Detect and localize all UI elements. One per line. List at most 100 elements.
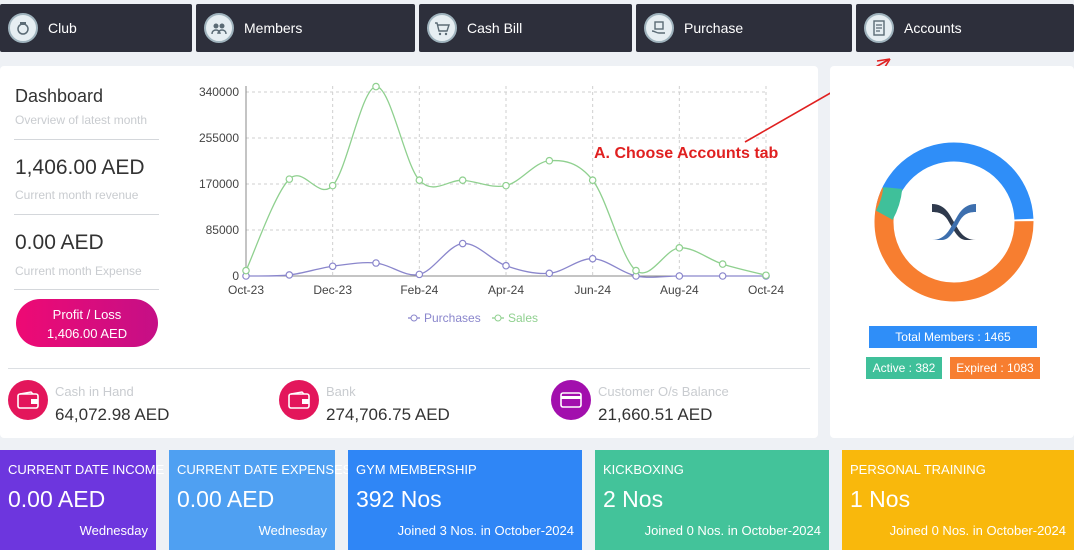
data-point	[458, 239, 467, 248]
stat-customer-balance: Customer O/s Balance 21,660.51 AED	[551, 380, 811, 424]
data-point	[545, 269, 554, 278]
donut-arc-active	[875, 186, 903, 220]
nav-label: Accounts	[904, 20, 962, 36]
card-value: 0.00 AED	[8, 486, 106, 512]
purchase-icon	[644, 13, 674, 43]
stat-label: Cash in Hand	[55, 384, 134, 399]
nav-label: Club	[48, 20, 77, 36]
x-tick-label: Dec-23	[313, 283, 352, 297]
data-point	[415, 270, 424, 279]
expense-label: Current month Expense	[15, 264, 142, 278]
legend-label: Purchases	[424, 311, 481, 325]
data-point	[718, 272, 727, 280]
top-nav: Club Members Cash Bill Purchase Accounts	[0, 4, 1074, 52]
nav-label: Purchase	[684, 20, 744, 36]
divider	[14, 289, 159, 290]
data-point	[328, 181, 337, 190]
card-value: 392 Nos	[356, 486, 442, 512]
data-point	[502, 261, 510, 270]
card-footer: Joined 0 Nos. in October-2024	[889, 523, 1066, 538]
data-point	[502, 181, 510, 190]
profit-loss-value: 1,406.00 AED	[46, 326, 128, 341]
x-tick-label: Aug-24	[660, 283, 699, 297]
card-footer: Joined 0 Nos. in October-2024	[644, 523, 821, 538]
stat-label: Customer O/s Balance	[598, 384, 729, 399]
nav-club[interactable]: Club	[0, 4, 192, 52]
data-point	[588, 254, 597, 263]
divider	[14, 214, 159, 215]
data-point	[285, 175, 294, 183]
profit-loss-button[interactable]: Profit / Loss 1,406.00 AED	[16, 299, 158, 347]
data-point	[588, 176, 597, 185]
card-title: KICKBOXING	[603, 462, 684, 477]
club-icon	[8, 13, 38, 43]
dashboard-panel	[0, 66, 818, 438]
data-point	[545, 156, 554, 165]
nav-cash-bill[interactable]: Cash Bill	[419, 4, 632, 52]
stat-bank: Bank 274,706.75 AED	[279, 380, 539, 424]
club-logo-icon	[932, 204, 976, 240]
y-tick-label: 0	[232, 269, 239, 283]
stat-cash-in-hand: Cash in Hand 64,072.98 AED	[8, 380, 268, 424]
stat-value: 274,706.75 AED	[326, 405, 450, 424]
y-tick-label: 340000	[199, 85, 239, 99]
data-point	[242, 266, 250, 275]
stat-value: 21,660.51 AED	[598, 405, 713, 424]
y-tick-label: 255000	[199, 131, 239, 145]
card-personal-training[interactable]: PERSONAL TRAINING 1 Nos Joined 0 Nos. in…	[842, 450, 1074, 550]
stat-label: Bank	[326, 384, 356, 399]
x-tick-label: Jun-24	[574, 283, 611, 297]
data-point	[675, 244, 684, 252]
annotation-text: A. Choose Accounts tab	[594, 145, 779, 162]
wallet-icon	[8, 380, 48, 420]
card-value: 2 Nos	[603, 486, 664, 512]
x-tick-label: Oct-24	[748, 283, 784, 297]
data-point	[675, 272, 684, 280]
dashboard-subtitle: Overview of latest month	[15, 113, 148, 127]
card-icon	[551, 380, 591, 420]
nav-label: Cash Bill	[467, 20, 523, 36]
series-line-sales	[245, 85, 767, 276]
data-point	[285, 271, 294, 279]
card-footer: Joined 3 Nos. in October-2024	[397, 523, 574, 538]
divider	[8, 368, 810, 369]
revenue-label: Current month revenue	[15, 188, 139, 202]
card-gym-membership[interactable]: GYM MEMBERSHIP 392 Nos Joined 3 Nos. in …	[348, 450, 582, 550]
expired-members-badge[interactable]: Expired : 1083	[950, 357, 1040, 379]
legend-label: Sales	[508, 311, 538, 325]
x-tick-label: Apr-24	[488, 283, 524, 297]
y-tick-label: 170000	[199, 177, 239, 191]
x-tick-label: Oct-23	[228, 283, 264, 297]
card-kickboxing[interactable]: KICKBOXING 2 Nos Joined 0 Nos. in Octobe…	[595, 450, 829, 550]
expense-value: 0.00 AED	[15, 231, 104, 254]
legend-marker	[410, 314, 418, 322]
data-point	[372, 259, 380, 267]
legend-marker	[494, 314, 502, 322]
donut-arc-expired	[874, 187, 1034, 302]
card-current-date-income[interactable]: CURRENT DATE INCOME 0.00 AED Wednesday	[0, 450, 164, 550]
divider	[14, 139, 159, 140]
nav-purchase[interactable]: Purchase	[636, 4, 852, 52]
nav-members[interactable]: Members	[196, 4, 415, 52]
data-point	[762, 271, 770, 280]
total-members-badge: Total Members : 1465	[869, 326, 1037, 348]
accounts-icon	[864, 13, 894, 43]
profit-loss-label: Profit / Loss	[52, 307, 122, 322]
card-current-date-expenses[interactable]: CURRENT DATE EXPENSES 0.00 AED Wednesday	[169, 450, 351, 550]
data-point	[328, 262, 337, 271]
card-title: PERSONAL TRAINING	[850, 462, 986, 477]
data-point	[632, 266, 640, 275]
card-title: GYM MEMBERSHIP	[356, 462, 477, 477]
wallet-icon	[279, 380, 319, 420]
revenue-value: 1,406.00 AED	[15, 156, 145, 179]
donut-arc-total	[876, 142, 1034, 220]
card-title: CURRENT DATE EXPENSES	[177, 462, 352, 477]
active-members-badge[interactable]: Active : 382	[866, 357, 942, 379]
data-point	[372, 82, 380, 91]
dashboard-title: Dashboard	[15, 86, 104, 106]
cash-bill-icon	[427, 13, 457, 43]
x-tick-label: Feb-24	[400, 283, 438, 297]
members-donut-chart	[874, 142, 1034, 302]
nav-accounts[interactable]: Accounts	[856, 4, 1074, 52]
card-footer: Wednesday	[258, 523, 327, 538]
